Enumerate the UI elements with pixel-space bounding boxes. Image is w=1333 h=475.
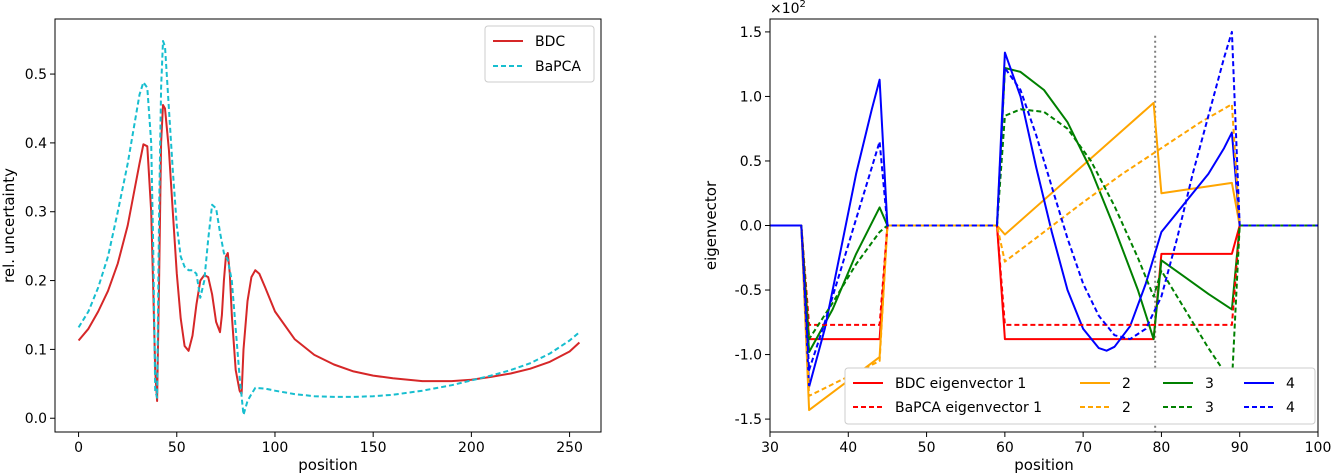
y-tick-label: 1.5 (740, 25, 762, 41)
x-tick-label: 50 (168, 440, 186, 456)
legend-label: BaPCA (535, 59, 581, 75)
series-line-8 (770, 30, 1318, 372)
legend: BDC BaPCA (484, 25, 595, 83)
y-tick-label: 0.1 (25, 342, 47, 358)
legend-label: 3 (1205, 400, 1214, 416)
series-line-1 (77, 104, 581, 402)
y-tick-label: 0.5 (25, 67, 47, 83)
legend-label: BaPCA eigenvector 1 (895, 400, 1042, 416)
series-line-6 (770, 103, 1318, 397)
y-tick-label: 0.0 (25, 411, 47, 427)
legend: BDC eigenvector 1 2 3 4 BaPCA eigenvector 1 2… (844, 367, 1316, 425)
x-tick-label: 30 (761, 440, 779, 456)
y-tick-label: 0.5 (740, 154, 762, 170)
scale-factor-label: ×102 (770, 0, 806, 17)
x-tick-label: 40 (839, 440, 857, 456)
legend-label: BDC eigenvector 1 (895, 376, 1026, 392)
series-line-2 (770, 101, 1318, 412)
series-line-7 (770, 108, 1318, 384)
legend-label: 2 (1122, 400, 1131, 416)
series-line-4 (770, 51, 1318, 388)
chart-panel-1: 0 50 100 150 200 250 0.0 0.1 0.2 0.3 0.4 0.5 positio… (0, 18, 602, 474)
x-tick-label: 90 (1231, 440, 1249, 456)
x-tick-label: 200 (458, 440, 485, 456)
x-tick-label: 150 (360, 440, 387, 456)
y-tick-label: 0.4 (25, 136, 47, 152)
y-tick-label: 1.0 (740, 89, 762, 105)
y-tick-label: -1.0 (735, 348, 762, 364)
x-tick-label: 0 (74, 440, 83, 456)
x-tick-label: 60 (996, 440, 1014, 456)
x-tick-label: 250 (556, 440, 583, 456)
y-axis-label: rel. uncertainty (0, 168, 18, 283)
x-tick-label: 50 (918, 440, 936, 456)
legend-label: BDC (535, 34, 565, 50)
x-axis-label: position (298, 456, 357, 474)
y-tick-label: 0.3 (25, 205, 47, 221)
y-tick-label: 0.2 (25, 274, 47, 290)
x-tick-label: 70 (1074, 440, 1092, 456)
legend-label: 3 (1205, 376, 1214, 392)
y-tick-label: 0.0 (740, 219, 762, 235)
y-tick-label: -0.5 (735, 283, 762, 299)
y-tick-label: -1.5 (735, 412, 762, 428)
legend-label: 2 (1122, 376, 1131, 392)
x-tick-label: 100 (262, 440, 289, 456)
x-tick-label: 80 (1153, 440, 1171, 456)
x-axis-label: position (1014, 456, 1073, 474)
y-axis-label: eigenvector (702, 180, 720, 270)
legend-box (844, 367, 1316, 425)
scale-exponent: 2 (800, 0, 806, 10)
x-tick-label: 100 (1305, 440, 1332, 456)
series-line-2 (77, 40, 581, 416)
legend-label: 4 (1286, 376, 1295, 392)
chart-panel-2: 30 40 50 60 70 80 90 100 -1.5 -1.0 -0.5 0.0 0.5 1.0 1.… (702, 0, 1331, 474)
axes-frame (54, 18, 602, 433)
legend-label: 4 (1286, 400, 1295, 416)
